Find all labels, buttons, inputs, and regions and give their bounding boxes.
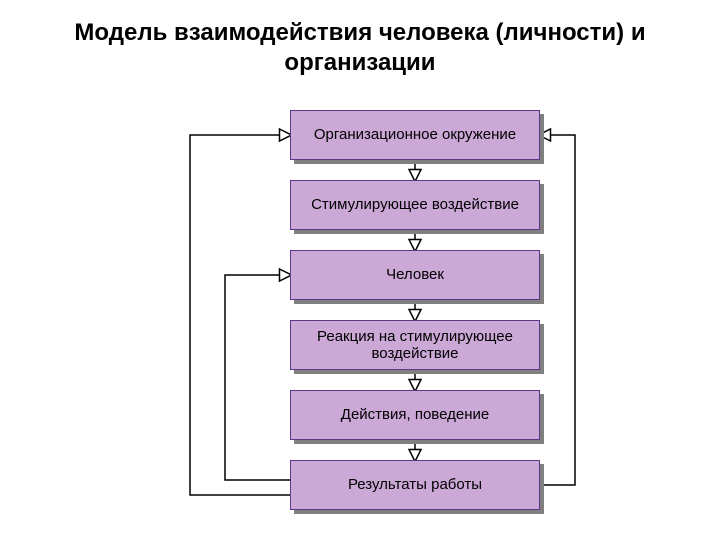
flow-node-n1: Организационное окружение	[290, 110, 540, 160]
edge	[225, 275, 290, 480]
flow-node-n2: Стимулирующее воздействие	[290, 180, 540, 230]
flow-node-n6: Результаты работы	[290, 460, 540, 510]
diagram-title: Модель взаимодействия человека (личности…	[0, 18, 720, 78]
flow-node-label: Человек	[386, 266, 444, 283]
diagram-canvas: Модель взаимодействия человека (личности…	[0, 0, 720, 540]
flow-node-label: Стимулирующее воздействие	[311, 196, 519, 213]
edge	[540, 135, 575, 485]
flow-node-label: Организационное окружение	[314, 126, 516, 143]
flow-node-label: Результаты работы	[348, 476, 482, 493]
flow-node-n5: Действия, поведение	[290, 390, 540, 440]
edge	[190, 135, 290, 495]
flow-node-label: Действия, поведение	[341, 406, 489, 423]
flow-node-n3: Человек	[290, 250, 540, 300]
flow-node-label: Реакция на стимулирующее воздействие	[297, 328, 533, 363]
flow-node-n4: Реакция на стимулирующее воздействие	[290, 320, 540, 370]
